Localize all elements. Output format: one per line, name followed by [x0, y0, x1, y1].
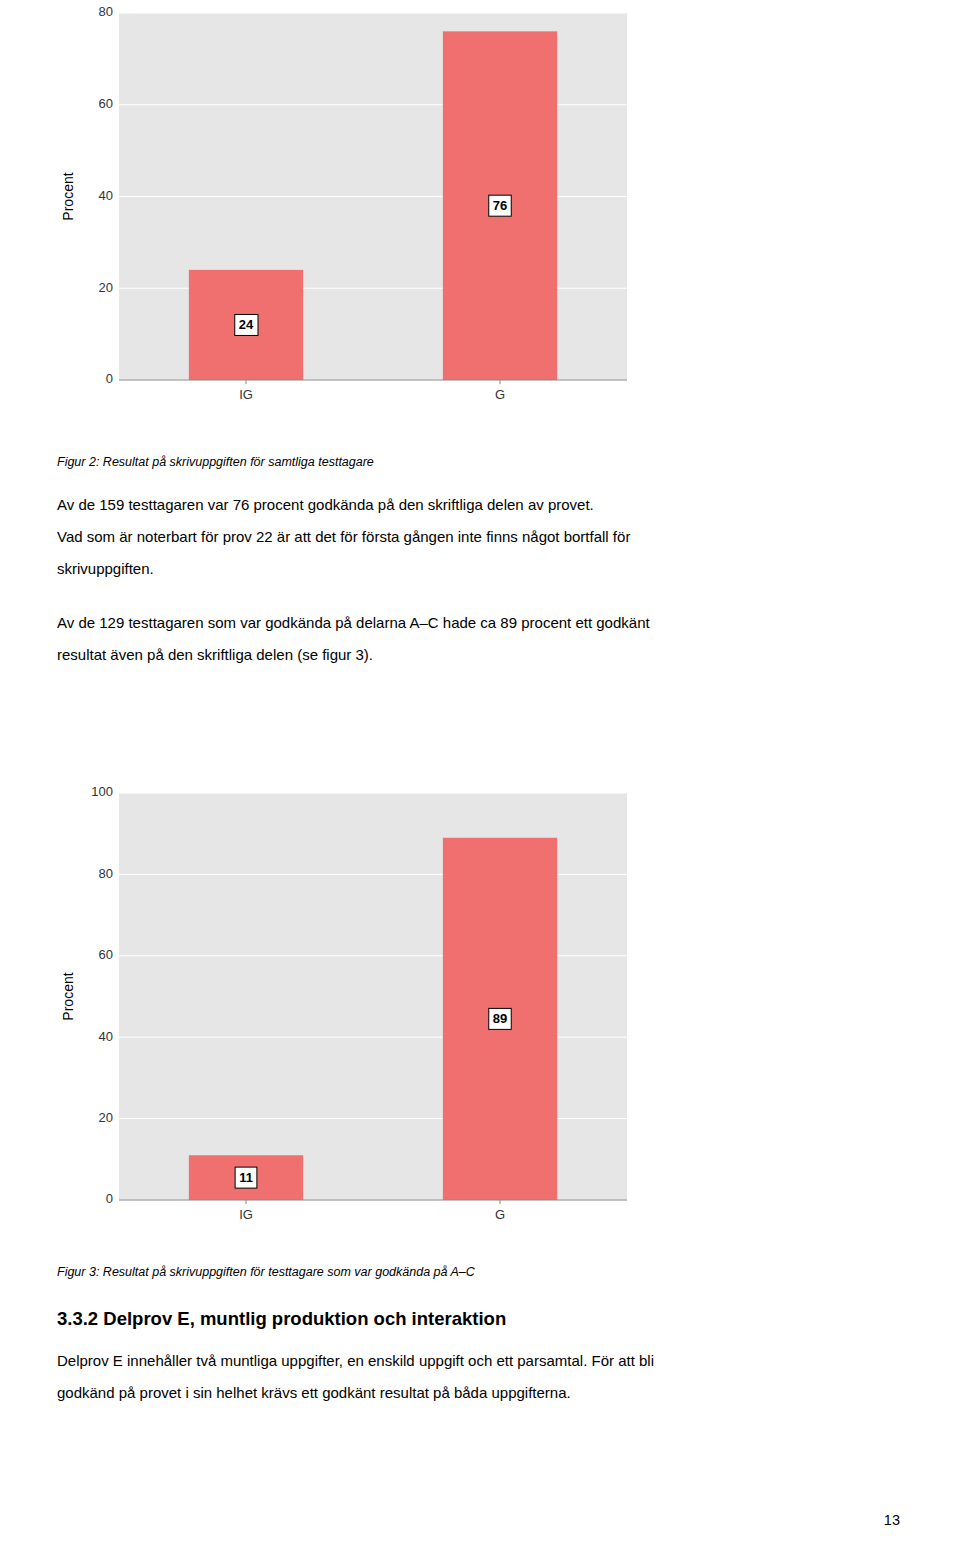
bar: [443, 31, 557, 380]
bar: [189, 270, 303, 380]
section-heading: 3.3.2 Delprov E, muntlig produktion och …: [57, 1308, 506, 1330]
y-tick-label: 80: [99, 866, 113, 881]
x-tick-label: G: [495, 1207, 505, 1222]
data-label-group: 89: [489, 1008, 511, 1029]
data-label-group: 11: [235, 1167, 257, 1188]
y-tick-label: 20: [99, 280, 113, 295]
x-tick-label: G: [495, 387, 505, 402]
data-label: 11: [239, 1170, 253, 1185]
x-tick-label: IG: [239, 1207, 253, 1222]
data-label-group: 24: [235, 314, 258, 335]
bars: [189, 838, 557, 1200]
y-axis-label: Procent: [60, 972, 76, 1020]
plot-background: [119, 793, 627, 1200]
data-label-box: [489, 1008, 511, 1029]
y-tick-label: 60: [99, 96, 113, 111]
y-tick-label: 60: [99, 947, 113, 962]
plot-background: [119, 13, 627, 380]
grid-line: [119, 1200, 627, 1201]
x-tick: [246, 380, 247, 384]
bar-chart: 0 20 40 60 80 IG G Procent 24 76: [57, 5, 635, 410]
data-label-box: [235, 314, 258, 335]
chart-caption: Figur 3: Resultat på skrivuppgiften för …: [57, 1265, 475, 1279]
data-label: 76: [493, 198, 507, 213]
page-number: 13: [884, 1512, 900, 1528]
x-tick: [500, 1200, 501, 1204]
y-tick-label: 20: [99, 1110, 113, 1125]
data-label-group: 76: [489, 195, 511, 216]
data-label: 89: [493, 1011, 507, 1026]
y-tick-label: 0: [106, 371, 113, 386]
y-tick-label: 40: [99, 188, 113, 203]
y-tick-label: 100: [91, 785, 113, 799]
grid-line: [119, 380, 627, 381]
data-label-box: [489, 195, 511, 216]
bars: [189, 31, 557, 380]
grid-line: [119, 793, 627, 794]
y-axis-label: Procent: [60, 172, 76, 220]
data-label-box: [235, 1167, 257, 1188]
y-tick-label: 40: [99, 1029, 113, 1044]
bar: [189, 1155, 303, 1200]
y-tick-label: 0: [106, 1191, 113, 1206]
x-axis-line: [119, 380, 627, 381]
body-text: skrivuppgiften.: [57, 560, 154, 577]
bar: [443, 838, 557, 1200]
chart-caption: Figur 2: Resultat på skrivuppgiften för …: [57, 455, 374, 469]
body-text: resultat även på den skriftliga delen (s…: [57, 646, 373, 663]
y-tick-label: 80: [99, 5, 113, 19]
x-tick: [246, 1200, 247, 1204]
x-tick: [500, 380, 501, 384]
body-text: godkänd på provet i sin helhet krävs ett…: [57, 1384, 571, 1401]
body-text: Delprov E innehåller två muntliga uppgif…: [57, 1352, 654, 1369]
body-text: Vad som är noterbart för prov 22 är att …: [57, 528, 630, 545]
x-tick-label: IG: [239, 387, 253, 402]
x-axis-line: [119, 1200, 627, 1201]
bar-chart: 0 20 40 60 80 100 IG G Procent 11 89: [57, 785, 635, 1230]
grid-line: [119, 13, 627, 14]
data-label: 24: [239, 317, 254, 332]
body-text: Av de 159 testtagaren var 76 procent god…: [57, 496, 594, 513]
body-text: Av de 129 testtagaren som var godkända p…: [57, 614, 650, 631]
